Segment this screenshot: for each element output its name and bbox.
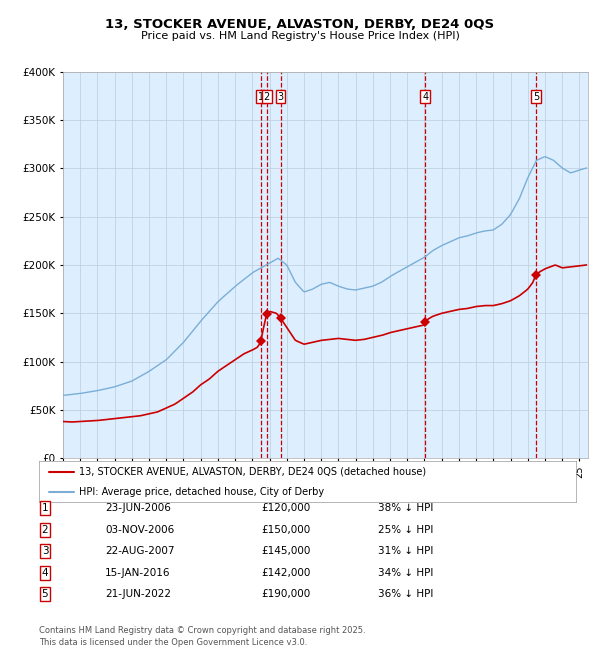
Text: £150,000: £150,000 bbox=[261, 525, 310, 535]
Text: 4: 4 bbox=[422, 92, 428, 101]
Text: 3: 3 bbox=[41, 546, 49, 556]
Text: 13, STOCKER AVENUE, ALVASTON, DERBY, DE24 0QS (detached house): 13, STOCKER AVENUE, ALVASTON, DERBY, DE2… bbox=[79, 467, 427, 476]
Text: 1: 1 bbox=[41, 503, 49, 514]
Text: 38% ↓ HPI: 38% ↓ HPI bbox=[378, 503, 433, 514]
Text: 31% ↓ HPI: 31% ↓ HPI bbox=[378, 546, 433, 556]
Text: Price paid vs. HM Land Registry's House Price Index (HPI): Price paid vs. HM Land Registry's House … bbox=[140, 31, 460, 41]
Text: HPI: Average price, detached house, City of Derby: HPI: Average price, detached house, City… bbox=[79, 487, 325, 497]
Text: Contains HM Land Registry data © Crown copyright and database right 2025.
This d: Contains HM Land Registry data © Crown c… bbox=[39, 626, 365, 647]
Text: 15-JAN-2016: 15-JAN-2016 bbox=[105, 567, 170, 578]
Text: £120,000: £120,000 bbox=[261, 503, 310, 514]
Text: 03-NOV-2006: 03-NOV-2006 bbox=[105, 525, 174, 535]
Text: 5: 5 bbox=[533, 92, 539, 101]
Text: 2: 2 bbox=[41, 525, 49, 535]
Text: 4: 4 bbox=[41, 567, 49, 578]
Text: £190,000: £190,000 bbox=[261, 589, 310, 599]
Text: 34% ↓ HPI: 34% ↓ HPI bbox=[378, 567, 433, 578]
Text: £145,000: £145,000 bbox=[261, 546, 310, 556]
Text: 13, STOCKER AVENUE, ALVASTON, DERBY, DE24 0QS: 13, STOCKER AVENUE, ALVASTON, DERBY, DE2… bbox=[106, 18, 494, 31]
Text: 21-JUN-2022: 21-JUN-2022 bbox=[105, 589, 171, 599]
Text: 22-AUG-2007: 22-AUG-2007 bbox=[105, 546, 175, 556]
Text: 36% ↓ HPI: 36% ↓ HPI bbox=[378, 589, 433, 599]
Text: 2: 2 bbox=[263, 92, 270, 101]
Text: 5: 5 bbox=[41, 589, 49, 599]
Text: 25% ↓ HPI: 25% ↓ HPI bbox=[378, 525, 433, 535]
Text: 1: 1 bbox=[257, 92, 263, 101]
Text: £142,000: £142,000 bbox=[261, 567, 310, 578]
Text: 3: 3 bbox=[278, 92, 284, 101]
Text: 23-JUN-2006: 23-JUN-2006 bbox=[105, 503, 171, 514]
